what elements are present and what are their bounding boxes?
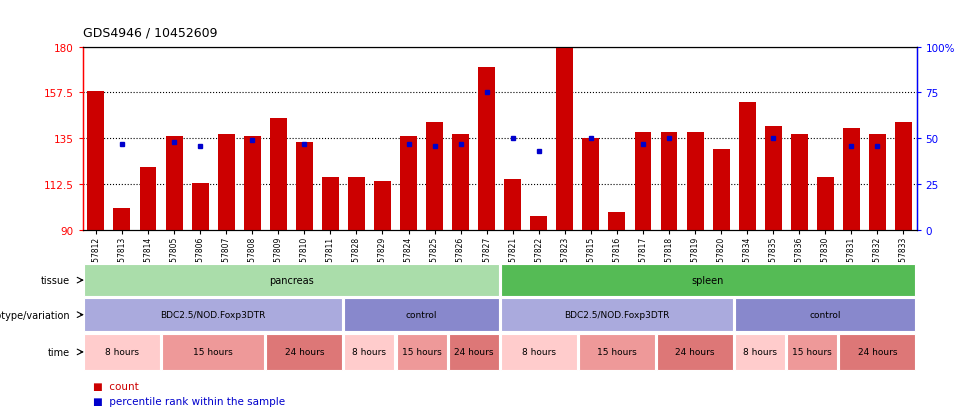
Bar — [348, 178, 365, 230]
Bar — [839, 334, 916, 370]
Bar — [686, 133, 704, 230]
Bar — [192, 184, 209, 230]
Text: 8 hours: 8 hours — [352, 348, 386, 356]
Bar — [88, 92, 104, 230]
Text: control: control — [406, 311, 437, 319]
Bar — [501, 334, 577, 370]
Bar — [660, 133, 678, 230]
Bar — [397, 334, 447, 370]
Text: 8 hours: 8 hours — [105, 348, 139, 356]
Bar — [713, 149, 729, 230]
Bar — [448, 334, 498, 370]
Text: BDC2.5/NOD.Foxp3DTR: BDC2.5/NOD.Foxp3DTR — [161, 311, 266, 319]
Bar — [322, 178, 339, 230]
Bar — [344, 299, 498, 331]
Text: GDS4946 / 10452609: GDS4946 / 10452609 — [83, 26, 217, 39]
Bar — [787, 334, 838, 370]
Bar — [504, 180, 522, 230]
Bar — [270, 119, 287, 230]
Text: time: time — [48, 347, 70, 357]
Bar — [295, 143, 313, 230]
Bar — [139, 167, 156, 230]
Bar — [791, 135, 807, 230]
Text: 24 hours: 24 hours — [676, 348, 715, 356]
Bar — [764, 127, 782, 230]
Text: 15 hours: 15 hours — [793, 348, 833, 356]
Bar — [735, 299, 916, 331]
Text: ■  count: ■ count — [93, 381, 138, 391]
Bar — [84, 265, 498, 296]
Bar — [84, 299, 342, 331]
Text: 24 hours: 24 hours — [285, 348, 324, 356]
Bar — [478, 68, 495, 230]
Bar — [817, 178, 834, 230]
Bar — [400, 137, 417, 230]
Bar — [113, 208, 131, 230]
Bar — [374, 182, 391, 230]
Text: 8 hours: 8 hours — [522, 348, 556, 356]
Text: pancreas: pancreas — [269, 275, 314, 285]
Text: 15 hours: 15 hours — [597, 348, 637, 356]
Bar — [501, 265, 916, 296]
Text: spleen: spleen — [692, 275, 724, 285]
Bar — [344, 334, 395, 370]
Text: 15 hours: 15 hours — [402, 348, 442, 356]
Bar — [869, 135, 886, 230]
Bar — [739, 102, 756, 230]
Bar — [244, 137, 260, 230]
Text: 15 hours: 15 hours — [193, 348, 233, 356]
Text: genotype/variation: genotype/variation — [0, 310, 70, 320]
Bar — [582, 139, 600, 230]
Text: ■  percentile rank within the sample: ■ percentile rank within the sample — [93, 396, 285, 406]
Text: 24 hours: 24 hours — [858, 348, 897, 356]
Bar — [635, 133, 651, 230]
Bar — [501, 299, 733, 331]
Bar — [579, 334, 655, 370]
Bar — [608, 212, 625, 230]
Bar — [530, 216, 547, 230]
Bar — [426, 123, 443, 230]
Bar — [166, 137, 182, 230]
Text: control: control — [809, 311, 841, 319]
Bar — [266, 334, 342, 370]
Bar — [735, 334, 785, 370]
Text: 8 hours: 8 hours — [743, 348, 777, 356]
Bar — [217, 135, 235, 230]
Bar — [843, 129, 860, 230]
Bar — [557, 47, 573, 230]
Bar — [162, 334, 264, 370]
Text: tissue: tissue — [41, 275, 70, 285]
Bar — [657, 334, 733, 370]
Text: 24 hours: 24 hours — [454, 348, 493, 356]
Bar — [452, 135, 469, 230]
Bar — [84, 334, 160, 370]
Bar — [895, 123, 912, 230]
Text: BDC2.5/NOD.Foxp3DTR: BDC2.5/NOD.Foxp3DTR — [565, 311, 670, 319]
